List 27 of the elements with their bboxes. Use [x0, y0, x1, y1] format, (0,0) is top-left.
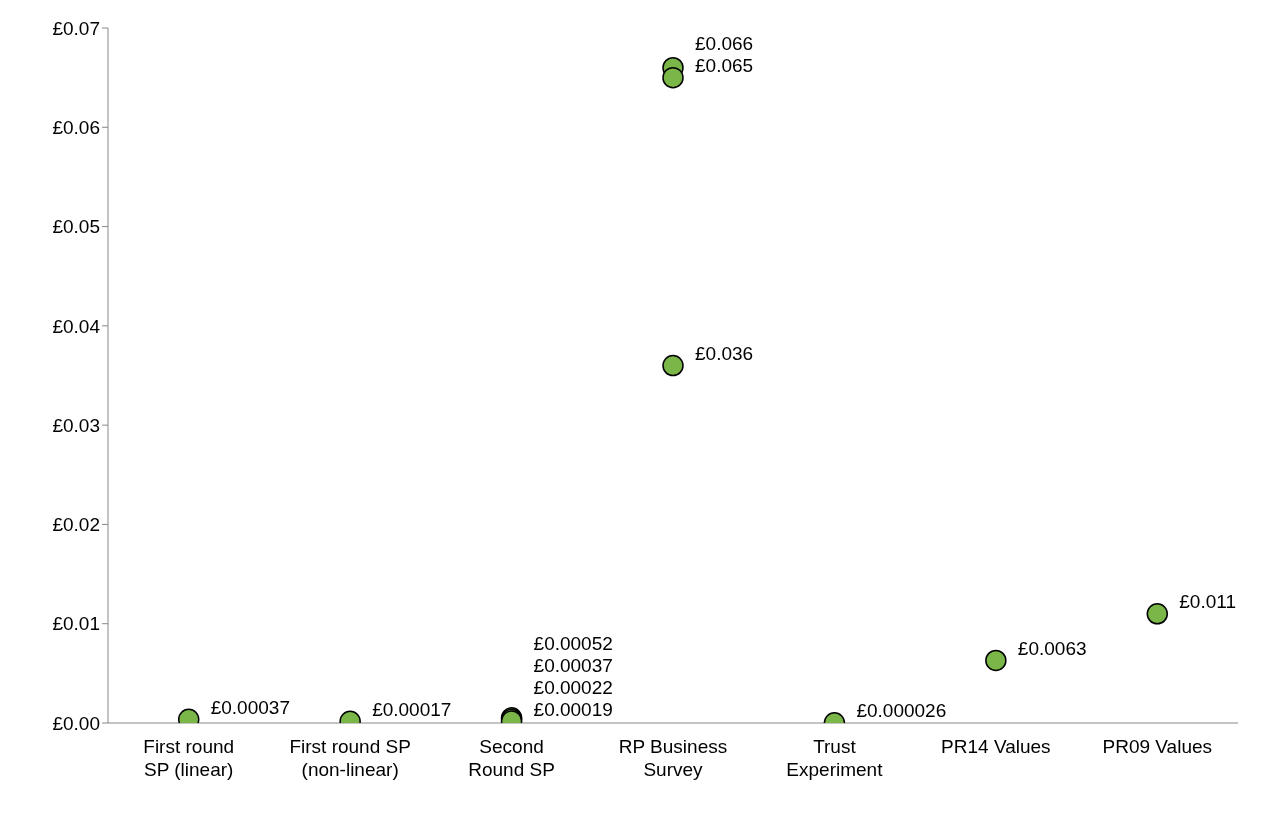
y-tick-label: £0.06 [52, 117, 100, 139]
x-tick-label: Trust Experiment [786, 736, 884, 780]
y-tick-label: £0.04 [52, 315, 101, 337]
data-label: £0.00052 [533, 632, 613, 654]
data-label: £0.065 [695, 55, 754, 77]
x-tick-label: RP Business Survey [618, 736, 728, 780]
text: £0.00022 [533, 676, 613, 698]
x-tick-label: PR14 Values [941, 736, 1051, 757]
y-tick-label: £0.07 [52, 17, 100, 39]
y-tick-label: £0.03 [52, 414, 100, 436]
data-label: £0.036 [695, 343, 754, 365]
data-label: £0.00017 [372, 698, 452, 720]
data-label: £0.00037 [210, 696, 290, 718]
data-label: £0.00019 [533, 698, 613, 720]
y-tick-label: £0.02 [52, 514, 100, 536]
x-tick-label: First round SP (non-linear) [289, 736, 411, 780]
y-tick-label: £0.00 [52, 712, 100, 734]
data-label: £0.00037 [533, 654, 613, 676]
y-tick-label: £0.01 [52, 613, 100, 635]
x-tick-label: Second Round SP [468, 736, 555, 780]
x-tick-label: First round SP (linear) [143, 736, 235, 780]
data-label: £0.011 [1179, 591, 1236, 613]
data-label: £0.066 [695, 33, 754, 55]
y-tick-label: £0.05 [52, 216, 100, 238]
data-label: £0.0063 [1017, 638, 1087, 660]
x-tick-label: PR09 Values [1102, 736, 1213, 757]
data-label: £0.000026 [856, 700, 947, 722]
